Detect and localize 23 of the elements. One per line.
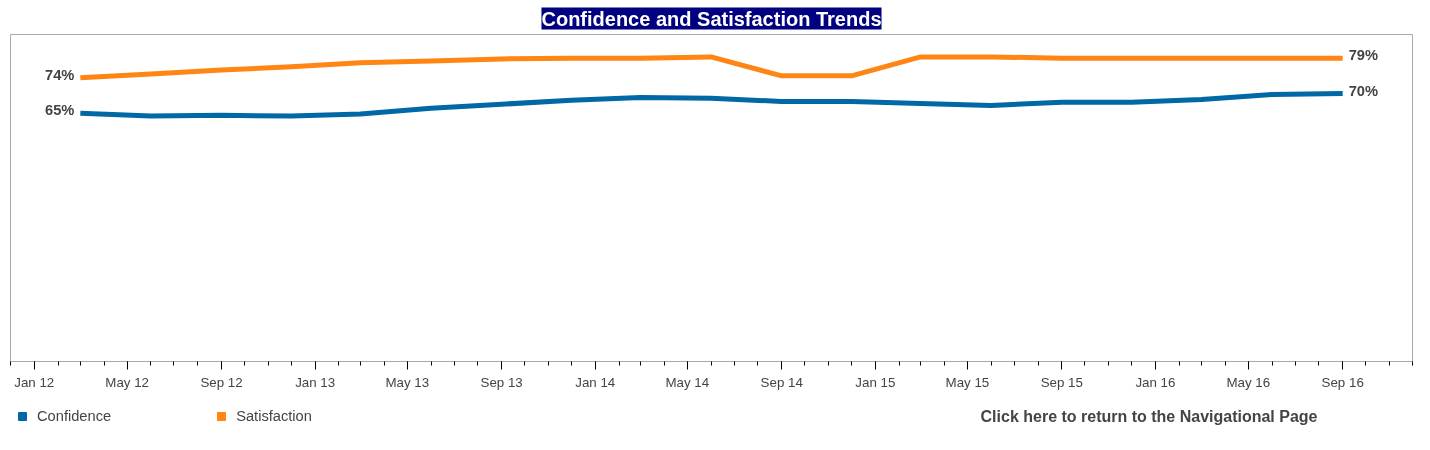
data-label: 74% <box>45 66 75 83</box>
data-label: 79% <box>1348 47 1379 64</box>
x-tick-label: May 16 <box>1226 374 1271 390</box>
data-label: 70% <box>1348 82 1379 99</box>
x-tick-label: Sep 16 <box>1321 374 1364 390</box>
x-tick-label: May 15 <box>945 374 990 390</box>
x-tick-label: Sep 13 <box>480 374 523 390</box>
x-tick-label: May 13 <box>385 374 430 390</box>
data-label: 65% <box>45 102 75 119</box>
text: Click here to return to the Navigational Page <box>980 408 1318 425</box>
x-tick-label: May 12 <box>105 374 150 390</box>
x-tick-label: Jan 14 <box>575 374 616 390</box>
legend-label: Confidence <box>37 408 112 424</box>
chart-title: Confidence and Satisfaction Trends <box>541 7 882 30</box>
x-tick-label: Jan 12 <box>14 374 55 390</box>
x-tick-label: Jan 15 <box>855 374 896 390</box>
x-tick-label: Jan 13 <box>295 374 336 390</box>
x-tick-label: Sep 15 <box>1040 374 1083 390</box>
x-tick-label: Jan 16 <box>1135 374 1176 390</box>
x-tick-label: Sep 14 <box>760 374 804 390</box>
x-tick-label: May 14 <box>665 374 710 390</box>
legend-label: Satisfaction <box>236 408 312 424</box>
x-tick-label: Sep 12 <box>200 374 243 390</box>
